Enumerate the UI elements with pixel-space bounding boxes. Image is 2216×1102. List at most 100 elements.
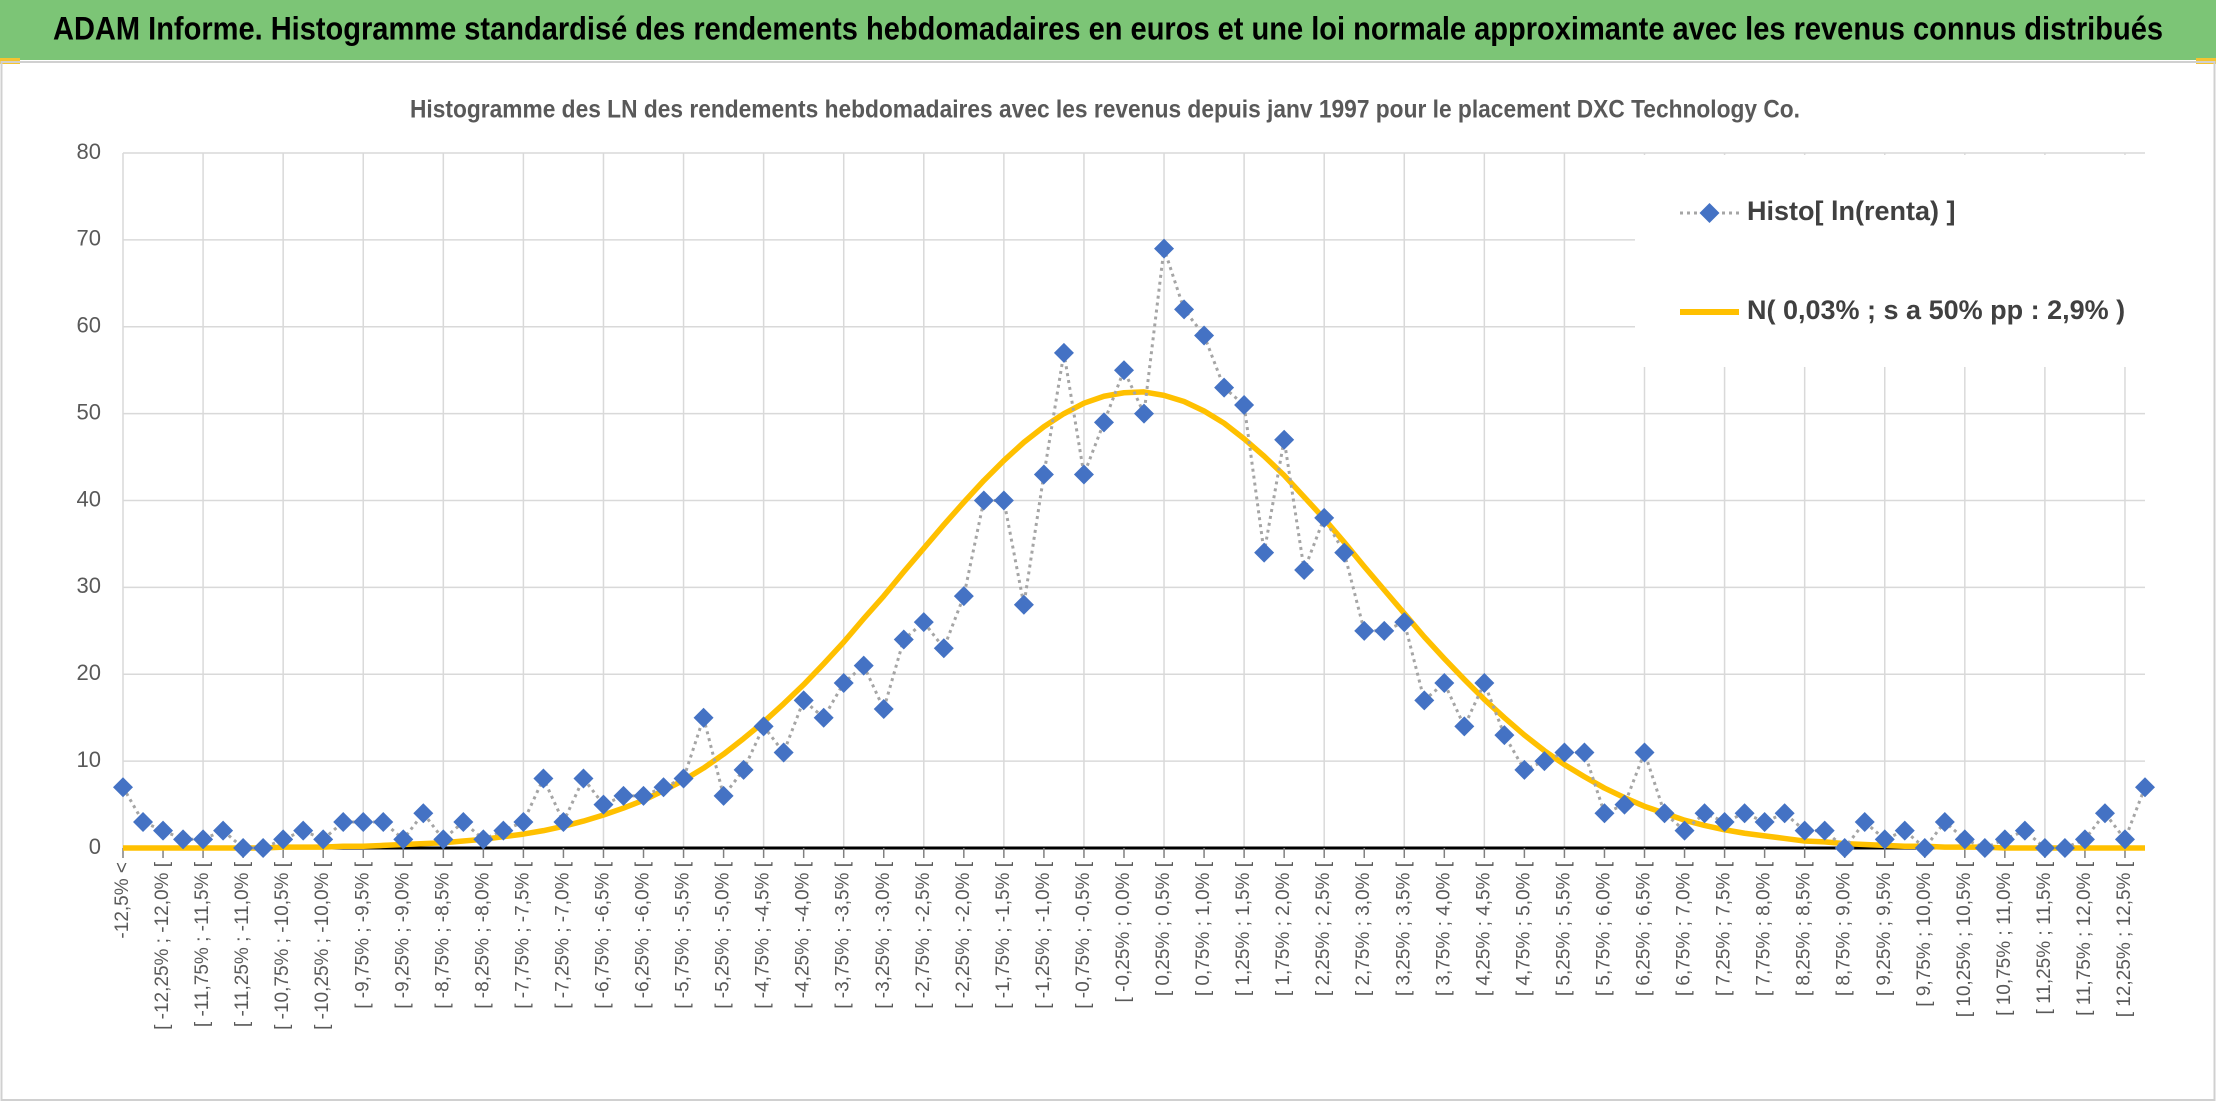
- data-point: [573, 768, 594, 789]
- data-point: [2034, 838, 2055, 858]
- x-tick-label: -12,5% <: [112, 862, 133, 939]
- data-point: [1134, 403, 1155, 424]
- data-point: [1954, 829, 1975, 850]
- x-tick-label: [ 1,25% ; 1,5% [: [1233, 861, 1254, 996]
- data-point: [293, 820, 314, 841]
- data-point: [1934, 811, 1955, 832]
- y-tick-label: 60: [77, 313, 101, 338]
- data-point: [1294, 560, 1315, 580]
- data-point: [1594, 803, 1615, 824]
- data-point: [493, 820, 514, 841]
- data-point: [1314, 507, 1335, 528]
- data-point: [473, 829, 494, 850]
- data-point: [1354, 620, 1375, 641]
- data-point: [1274, 429, 1295, 450]
- data-point: [533, 768, 554, 789]
- data-point: [373, 811, 394, 832]
- data-point: [1334, 542, 1355, 563]
- data-point: [933, 638, 954, 659]
- x-tick-label: [ -11,25% ; -11,0% [: [232, 861, 253, 1027]
- data-point: [1854, 811, 1875, 832]
- data-point: [253, 838, 274, 858]
- data-point: [1834, 838, 1855, 858]
- x-tick-label: [ 0,25% ; 0,5% [: [1153, 861, 1174, 996]
- x-tick-label: [ 5,25% ; 5,5% [: [1553, 861, 1574, 996]
- x-tick-label: [ 11,75% ; 12,0% [: [2074, 861, 2095, 1016]
- data-point: [773, 742, 794, 763]
- x-tick-label: [ 9,75% ; 10,0% [: [1914, 861, 1935, 1006]
- data-point: [233, 838, 254, 858]
- data-point: [1174, 299, 1195, 320]
- data-point: [1414, 690, 1435, 711]
- data-point: [1013, 594, 1034, 615]
- x-tick-label: [ -9,75% ; -9,5% [: [352, 861, 373, 1009]
- x-tick-label: [ -6,25% ; -6,0% [: [633, 861, 654, 1009]
- data-point: [153, 820, 174, 841]
- data-point: [813, 707, 834, 728]
- y-tick-label: 20: [77, 660, 101, 685]
- data-point: [453, 811, 474, 832]
- x-tick-label: [ -9,25% ; -9,0% [: [392, 861, 413, 1009]
- x-tick-label: [ -4,75% ; -4,5% [: [753, 861, 774, 1009]
- data-point: [213, 820, 234, 841]
- y-tick-label: 80: [77, 139, 101, 164]
- data-point: [1754, 811, 1775, 832]
- data-point: [1394, 612, 1415, 633]
- x-tick-label: [ 6,25% ; 6,5% [: [1634, 861, 1655, 996]
- data-point: [1914, 838, 1935, 858]
- x-tick-label: [ -8,25% ; -8,0% [: [472, 861, 493, 1009]
- x-tick-label: [ -5,25% ; -5,0% [: [713, 861, 734, 1009]
- data-point: [273, 829, 294, 850]
- data-point: [433, 829, 454, 850]
- data-point: [1154, 238, 1175, 259]
- y-tick-label: 30: [77, 573, 101, 598]
- data-point: [2135, 777, 2155, 798]
- x-tick-label: [ 6,75% ; 7,0% [: [1674, 861, 1695, 996]
- data-point: [733, 759, 754, 780]
- data-point: [113, 777, 133, 798]
- x-tick-label: [ 0,75% ; 1,0% [: [1193, 861, 1214, 996]
- data-point: [133, 811, 154, 832]
- data-point: [1374, 620, 1395, 641]
- x-tick-label: [ 3,25% ; 3,5% [: [1393, 861, 1414, 996]
- x-tick-label: [ -0,75% ; -0,5% [: [1073, 861, 1094, 1009]
- x-tick-label: [ -1,25% ; -1,0% [: [1033, 861, 1054, 1009]
- data-point: [2094, 803, 2115, 824]
- data-point: [333, 811, 354, 832]
- data-point: [1874, 829, 1895, 850]
- legend-label: Histo[ ln(renta) ]: [1747, 196, 1956, 226]
- data-point: [1434, 672, 1455, 693]
- data-point: [393, 829, 414, 850]
- data-point: [1194, 325, 1215, 346]
- x-tick-label: [ 9,25% ; 9,5% [: [1874, 861, 1895, 996]
- x-tick-label: [ -8,75% ; -8,5% [: [432, 861, 453, 1009]
- x-tick-label: [ 8,25% ; 8,5% [: [1794, 861, 1815, 996]
- legend-box: [1635, 155, 2145, 367]
- data-point: [1033, 464, 1054, 485]
- legend-label: N( 0,03% ; s a 50% pp : 2,9% ): [1747, 295, 2125, 325]
- y-tick-label: 50: [77, 399, 101, 424]
- data-point: [693, 707, 714, 728]
- data-point: [1994, 829, 2015, 850]
- x-tick-label: [ -2,25% ; -2,0% [: [953, 861, 974, 1009]
- x-tick-label: [ -10,25% ; -10,0% [: [312, 861, 333, 1030]
- data-point: [793, 690, 814, 711]
- data-point: [833, 672, 854, 693]
- data-point: [653, 777, 674, 798]
- data-point: [1113, 360, 1134, 381]
- data-point: [1714, 811, 1735, 832]
- x-tick-label: [ -0,25% ; 0,0% [: [1113, 861, 1134, 1002]
- data-point: [1974, 838, 1995, 858]
- x-tick-label: [ 11,25% ; 11,5% [: [2034, 861, 2055, 1014]
- data-point: [973, 490, 994, 511]
- chart-border: [0, 61, 2216, 1101]
- data-point: [633, 785, 654, 806]
- data-point: [1254, 542, 1275, 563]
- data-point: [993, 490, 1014, 511]
- x-tick-label: [ -4,25% ; -4,0% [: [793, 861, 814, 1009]
- x-tick-label: [ -12,25% ; -12,0% [: [152, 861, 173, 1030]
- data-point: [1093, 412, 1114, 433]
- x-tick-label: [ 10,25% ; 10,5% [: [1954, 861, 1975, 1017]
- y-tick-label: 70: [77, 226, 101, 251]
